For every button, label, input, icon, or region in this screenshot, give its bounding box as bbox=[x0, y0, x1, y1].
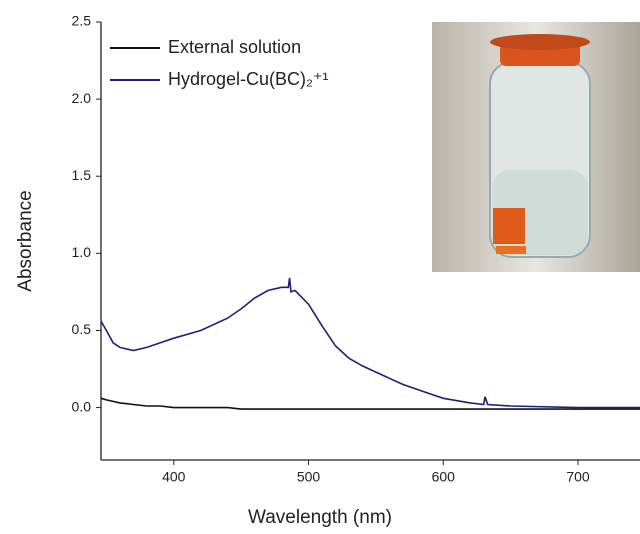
legend-label: External solution bbox=[168, 37, 301, 57]
y-tick-label: 0.0 bbox=[72, 398, 92, 414]
y-tick-label: 2.5 bbox=[72, 13, 92, 29]
x-axis-label: Wavelength (nm) bbox=[248, 507, 392, 528]
y-tick-label: 2.0 bbox=[72, 90, 92, 106]
y-axis-label: Absorbance bbox=[15, 190, 36, 291]
series-line bbox=[100, 277, 640, 409]
legend-label: Hydrogel-Cu(BC)₂⁺¹ bbox=[168, 69, 329, 89]
x-tick-label: 400 bbox=[162, 469, 186, 485]
x-tick-label: 500 bbox=[297, 469, 321, 485]
y-tick-label: 1.5 bbox=[72, 167, 92, 183]
inset-photo bbox=[432, 22, 640, 272]
x-tick-label: 700 bbox=[566, 469, 590, 485]
x-tick-label: 600 bbox=[432, 469, 456, 485]
series-line bbox=[100, 397, 640, 410]
y-tick-label: 0.5 bbox=[72, 321, 92, 337]
y-tick-label: 1.0 bbox=[72, 244, 92, 260]
